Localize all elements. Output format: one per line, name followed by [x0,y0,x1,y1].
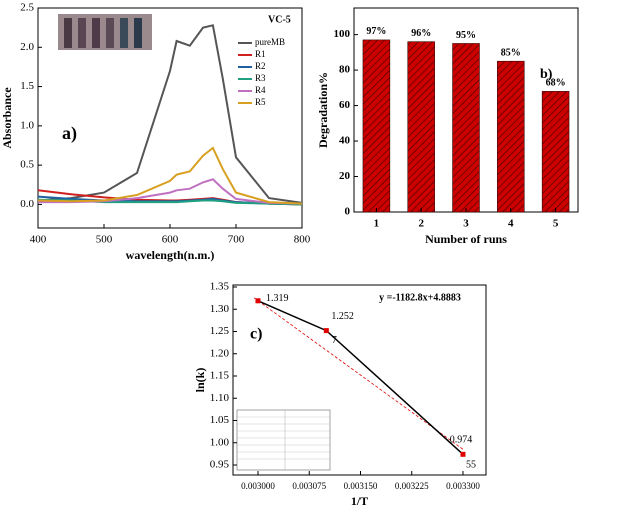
y-tick-label: 1.10 [210,392,230,404]
y-tick-label: 20 [339,170,351,182]
y-tick-label: 2.0 [20,41,34,53]
annotation: y =-1182.8x+4.8883 [379,292,461,303]
y-tick-label: 0.5 [20,159,34,171]
y-tick-label: 0.95 [210,459,230,471]
y-tick-label: 0 [345,206,351,218]
legend-label: R3 [255,73,266,83]
point [460,451,466,457]
series-line [37,24,303,204]
inset-photo [58,14,152,50]
x-tick-label: 0.003075 [292,481,326,491]
panel-label: c) [250,326,262,343]
x-tick-label: 0.003000 [241,481,275,491]
legend-label: R5 [255,97,266,107]
x-tick-label: 500 [96,234,113,246]
point-label: 1.319 [266,293,289,304]
y-axis-label: Degradation% [316,72,330,148]
legend-label: R4 [255,85,266,95]
annotation: 7 [332,335,337,346]
bar-value-label: 96% [411,28,431,39]
y-tick-label: 1.0 [20,119,34,131]
y-tick-label: 100 [334,28,351,40]
y-tick-label: 1.35 [210,281,230,293]
x-tick-label: 1 [374,218,380,230]
bar-hatch [362,39,390,212]
x-tick-label: 5 [553,218,559,230]
y-tick-label: 1.05 [210,414,230,426]
x-axis-label: Number of runs [425,232,507,246]
bar-hatch [542,91,570,212]
x-tick-label: 4 [508,218,514,230]
panel-label: b) [540,67,553,82]
inset-table [236,409,331,471]
y-tick-label: 1.5 [20,80,34,92]
chart-title: VC-5 [268,14,291,25]
y-tick-label: 1.30 [210,303,230,315]
x-tick-label: 2 [418,218,424,230]
x-tick-label: 0.003300 [446,481,480,491]
y-tick-label: 1.15 [210,370,230,382]
point [255,298,261,304]
y-axis-label: ln(k) [193,368,207,393]
bar-hatch [497,61,525,212]
x-tick-label: 700 [228,234,245,246]
y-tick-label: 60 [339,99,351,111]
x-tick-label: 600 [162,234,179,246]
point-label: 1.252 [331,311,354,322]
y-axis-label: Absorbance [0,87,14,149]
panel-label: a) [62,123,77,144]
legend-label: R1 [255,49,266,59]
y-tick-label: 80 [339,64,351,76]
y-tick-label: 1.20 [210,347,230,359]
x-tick-label: 3 [463,218,469,230]
bar-hatch [407,41,435,213]
x-tick-label: 0.003150 [344,481,378,491]
y-tick-label: 0.0 [20,198,34,210]
x-tick-label: 0.003225 [395,481,429,491]
bar-value-label: 85% [501,48,521,59]
point-label: 0.974 [450,435,473,446]
y-tick-label: 1.00 [210,436,230,448]
y-tick-label: 40 [339,135,351,147]
bar-hatch [452,43,480,213]
legend-label: pureMB [255,37,285,47]
x-axis-label: 1/T [351,494,368,508]
bar-value-label: 68% [546,78,566,89]
bar-value-label: 97% [366,26,386,37]
plot-frame [232,284,487,476]
y-tick-label: 1.25 [210,325,230,337]
point [323,328,329,334]
bar-value-label: 95% [456,30,476,41]
legend-label: R2 [255,61,266,71]
x-tick-label: 400 [30,234,47,246]
y-tick-label: 2.5 [20,2,34,14]
x-axis-label: wavelength(n.m.) [126,248,215,262]
fit-line [253,297,464,450]
series-line [37,146,303,205]
annotation: 55 [466,460,476,471]
x-tick-label: 800 [294,234,311,246]
